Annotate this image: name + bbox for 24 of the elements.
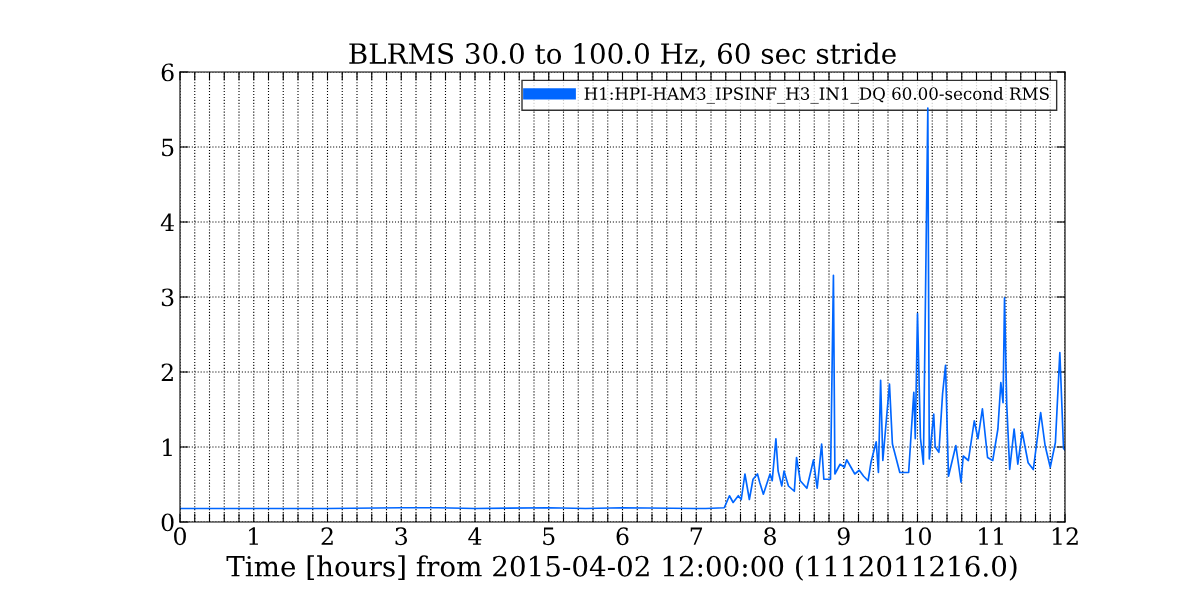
y-tick-label: 3	[161, 288, 174, 307]
legend-label: H1:HPI-HAM3_IPSINF_H3_IN1_DQ 60.00-second RMS	[584, 87, 1049, 104]
x-tick-label: 4	[468, 527, 482, 545]
x-tick-label: 7	[690, 527, 703, 545]
y-tick-label: 6	[161, 63, 174, 82]
x-tick-label: 5	[543, 527, 555, 546]
x-tick-label: 8	[764, 527, 776, 546]
x-axis-title: Time [hours] from 2015-04-02 12:00:00 (1112011216.0)	[226, 555, 1017, 581]
x-tick-label: 0	[174, 527, 186, 546]
x-tick-label: 9	[837, 527, 850, 546]
line-series	[180, 107, 1065, 510]
x-tick-label: 6	[616, 527, 629, 546]
x-tick-label: 2	[321, 527, 333, 545]
y-tick-label: 1	[163, 438, 172, 456]
x-tick-label: 1	[249, 527, 258, 545]
y-tick-label: 2	[161, 363, 173, 381]
y-tick-label: 0	[161, 513, 174, 532]
x-tick-label: 12	[1052, 527, 1078, 545]
x-tick-label: 10	[905, 527, 931, 546]
chart-title: BLRMS 30.0 to 100.0 Hz, 60 sec stride	[349, 42, 896, 68]
y-tick-label: 5	[162, 138, 174, 157]
y-tick-label: 4	[160, 213, 174, 231]
x-tick-label: 11	[979, 527, 1003, 545]
x-tick-label: 3	[395, 527, 408, 546]
